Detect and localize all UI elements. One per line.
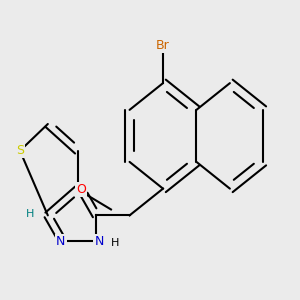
Text: N: N [94,235,104,248]
Text: Br: Br [156,40,170,52]
Text: H: H [110,238,119,248]
Text: N: N [56,235,65,248]
Text: O: O [76,183,86,196]
Text: H: H [26,208,34,218]
Text: S: S [16,144,24,157]
